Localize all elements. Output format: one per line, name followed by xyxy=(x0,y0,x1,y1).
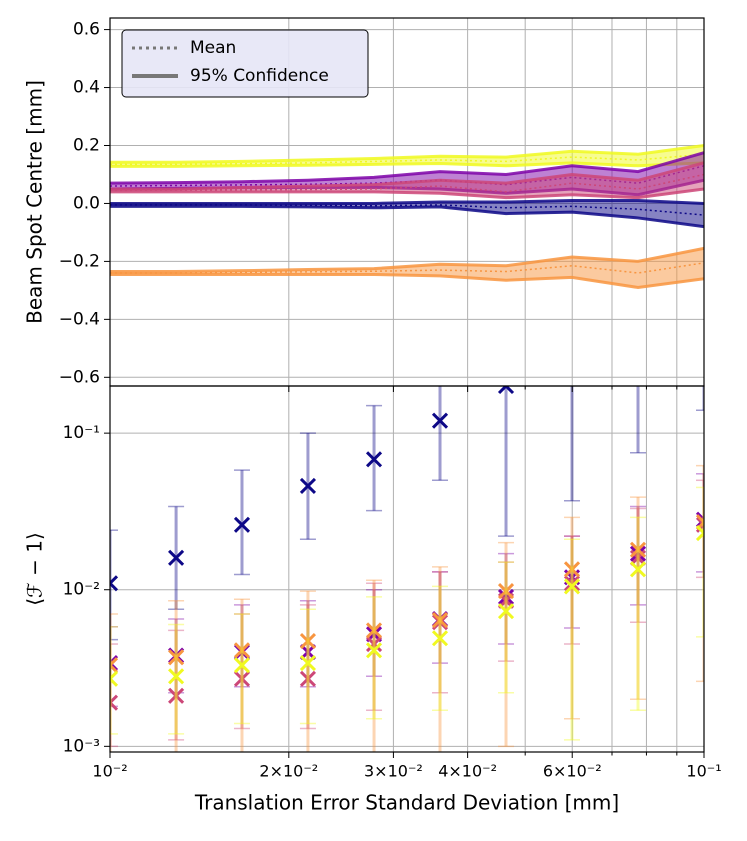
marker xyxy=(233,657,251,674)
x-tick-label: 10⁻² xyxy=(92,762,127,781)
y-tick-label: 0.6 xyxy=(73,20,100,40)
x-tick-label: 10⁻¹ xyxy=(686,762,721,781)
band-edge xyxy=(110,272,704,289)
band-edge xyxy=(110,187,704,200)
marker xyxy=(168,687,185,704)
marker xyxy=(695,511,704,528)
mean-line xyxy=(110,204,704,216)
marker xyxy=(629,541,647,558)
axes-frame xyxy=(109,385,705,753)
marker xyxy=(299,670,317,687)
bottom-plot-area xyxy=(110,294,704,752)
band-edge xyxy=(110,246,704,274)
marker xyxy=(497,386,515,395)
y-tick-label: 10⁻³ xyxy=(63,736,100,756)
marker xyxy=(563,575,581,592)
mean-line xyxy=(110,262,704,274)
marker xyxy=(563,561,581,578)
legend-label: Mean xyxy=(190,38,236,58)
y-tick-label: −0.6 xyxy=(59,367,100,387)
marker xyxy=(431,614,449,631)
confidence-band xyxy=(110,162,704,198)
marker xyxy=(365,451,383,468)
y-axis-label: ⟨ℱ − 1⟩ xyxy=(23,532,47,606)
marker xyxy=(299,477,317,495)
marker xyxy=(299,655,317,672)
marker xyxy=(233,670,251,687)
band-edge xyxy=(110,161,704,191)
band-edge xyxy=(110,151,704,185)
band-edge xyxy=(110,204,704,229)
y-tick-label: −0.4 xyxy=(59,309,100,329)
axes: 0.6 0.4 0.2 0.0 −0.2 −0.4 −0.6 Beam Spot Centre… xyxy=(23,17,722,815)
marker xyxy=(365,622,383,639)
legend-box xyxy=(121,29,369,98)
marker xyxy=(629,561,647,578)
marker xyxy=(233,642,251,659)
marker xyxy=(110,670,119,687)
marker xyxy=(110,657,119,674)
marker xyxy=(365,635,383,653)
marker xyxy=(431,630,449,647)
marker xyxy=(563,578,581,595)
marker xyxy=(299,633,317,650)
legend-label: 95% Confidence xyxy=(190,66,329,86)
x-axis-label: Translation Error Standard Deviation [mm… xyxy=(194,791,619,815)
y-tick-label: 10⁻² xyxy=(63,580,100,600)
y-tick-label: 0.2 xyxy=(73,135,100,155)
top-plot-area xyxy=(110,18,704,386)
band-edge xyxy=(110,161,704,168)
marker xyxy=(110,694,119,711)
marker xyxy=(168,649,185,666)
marker xyxy=(631,294,645,308)
marker xyxy=(431,612,449,629)
marker xyxy=(431,412,449,429)
band-edge xyxy=(110,144,704,164)
y-tick-label: −0.2 xyxy=(59,251,100,271)
mean-line xyxy=(110,153,704,166)
x-tick-label: 2×10⁻² xyxy=(259,762,318,781)
mean-line xyxy=(110,173,704,193)
marker xyxy=(168,549,185,566)
marker xyxy=(497,583,515,600)
marker xyxy=(365,642,383,659)
marker xyxy=(497,588,515,605)
y-tick-label: 0.0 xyxy=(73,193,100,213)
x-tick-label: 6×10⁻² xyxy=(543,762,602,781)
x-tick-label: 3×10⁻² xyxy=(364,762,423,781)
y-tick-label: 0.4 xyxy=(73,78,100,98)
marker xyxy=(233,516,251,533)
band-edge xyxy=(110,199,704,205)
marker xyxy=(110,575,119,592)
marker xyxy=(629,545,647,562)
y-axis-label: Beam Spot Centre [mm] xyxy=(23,80,47,324)
marker xyxy=(168,668,185,685)
marker xyxy=(695,525,704,542)
x-tick-label: 4×10⁻² xyxy=(438,762,497,781)
y-tick-label: 10⁻¹ xyxy=(63,423,100,443)
marker xyxy=(497,603,515,620)
